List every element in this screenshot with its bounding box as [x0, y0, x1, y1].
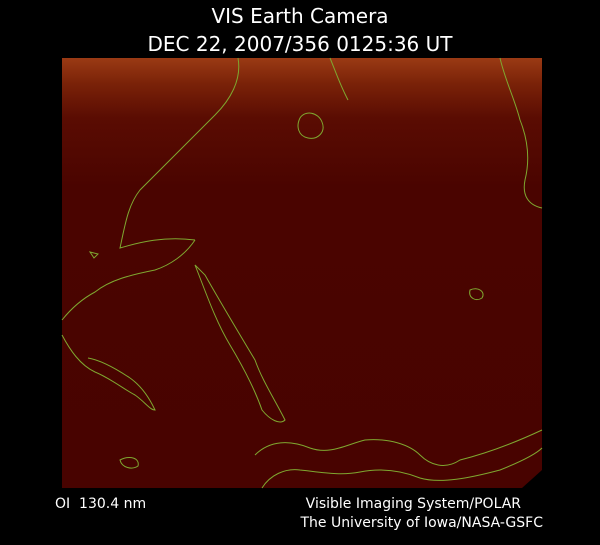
island [88, 251, 99, 259]
coastline [61, 239, 196, 321]
earth-image [61, 57, 543, 489]
island [297, 112, 324, 139]
image-frame [62, 58, 542, 488]
coastline [329, 57, 349, 101]
coastline [499, 57, 543, 209]
coastline [254, 429, 543, 466]
coastline [119, 57, 240, 249]
coastline [194, 264, 286, 423]
island [469, 288, 484, 301]
filter-label: OI 130.4 nm [55, 496, 146, 512]
instrument-credit: Visible Imaging System/POLAR [306, 496, 522, 512]
institution-credit: The University of Iowa/NASA-GSFC [299, 515, 543, 531]
image-title: VIS Earth Camera [211, 4, 388, 28]
timestamp: DEC 22, 2007/356 0125:36 UT [148, 32, 454, 56]
coastline [61, 334, 156, 411]
island [119, 457, 139, 469]
coastline [261, 447, 543, 489]
